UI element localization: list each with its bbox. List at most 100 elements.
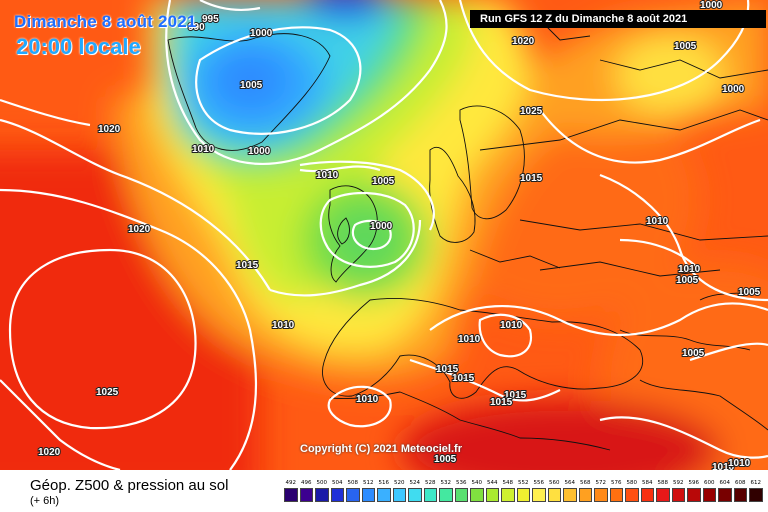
scale-cell: 580: [624, 478, 640, 504]
isobar-label: 1010: [646, 216, 669, 227]
isobar-label: 1010: [316, 170, 339, 181]
scale-swatch: [346, 488, 360, 502]
scale-cell: 552: [516, 478, 532, 504]
isobar-label: 1025: [96, 387, 119, 398]
scale-swatch: [392, 488, 406, 502]
scale-swatch: [284, 488, 298, 502]
scale-cell: 604: [717, 478, 733, 504]
scale-swatch: [408, 488, 422, 502]
copyright: Copyright (C) 2021 Meteociel.fr: [300, 443, 462, 455]
isobar-label: 1005: [434, 454, 457, 465]
scale-cell: 612: [748, 478, 764, 504]
scale-swatch: [563, 488, 577, 502]
scale-swatch: [377, 488, 391, 502]
scale-label: 596: [688, 480, 700, 486]
scale-label: 548: [502, 480, 514, 486]
scale-cell: 540: [469, 478, 485, 504]
isobar-label: 990: [188, 22, 205, 33]
coastlines: [167, 19, 768, 451]
isobar-label: 1000: [700, 0, 723, 11]
parameter-name: Géop. Z500 & pression au sol: [30, 477, 229, 494]
isobars: [0, 0, 768, 470]
isobar-label: 1000: [370, 221, 393, 232]
scale-label: 588: [657, 480, 669, 486]
isobar-label: 1005: [682, 348, 705, 359]
scale-cell: 508: [345, 478, 361, 504]
scale-label: 516: [378, 480, 390, 486]
scale-swatch: [594, 488, 608, 502]
scale-swatch: [423, 488, 437, 502]
run-info: Run GFS 12 Z du Dimanche 8 août 2021: [470, 10, 766, 28]
scale-label: 576: [611, 480, 622, 486]
scale-cell: 596: [686, 478, 702, 504]
scale-label: 608: [735, 480, 746, 486]
isobar-label: 1010: [728, 458, 751, 469]
scale-label: 504: [332, 480, 343, 486]
scale-label: 604: [719, 480, 731, 486]
scale-cell: 556: [531, 478, 547, 504]
legend-footer: Géop. Z500 & pression au sol (+ 6h): [0, 470, 768, 512]
scale-swatch: [625, 488, 639, 502]
isobar-label: 1010: [500, 320, 523, 331]
scale-cell: 520: [392, 478, 408, 504]
scale-label: 612: [750, 480, 762, 486]
scale-label: 536: [456, 480, 467, 486]
scale-label: 496: [301, 480, 312, 486]
scale-label: 560: [549, 480, 560, 486]
scale-swatch: [532, 488, 546, 502]
scale-swatch: [718, 488, 732, 502]
scale-swatch: [315, 488, 329, 502]
scale-cell: 568: [578, 478, 594, 504]
geopotential-field: 990 995 1000 1005 1000 1010 1020 1020 10…: [0, 0, 768, 470]
scale-label: 600: [704, 480, 715, 486]
scale-label: 572: [595, 480, 607, 486]
scale-swatch: [330, 488, 344, 502]
scale-cell: 512: [361, 478, 377, 504]
map-date: Dimanche 8 août 2021: [14, 12, 197, 31]
scale-label: 500: [316, 480, 328, 486]
scale-swatch: [516, 488, 530, 502]
scale-swatch: [578, 488, 592, 502]
scale-cell: 500: [314, 478, 330, 504]
scale-label: 528: [425, 480, 436, 486]
isobar-label: 1000: [248, 146, 271, 157]
scale-label: 544: [487, 480, 498, 486]
scale-swatch: [640, 488, 654, 502]
scale-cell: 548: [500, 478, 516, 504]
map-time: 20:00 locale: [16, 34, 141, 59]
scale-swatch: [361, 488, 375, 502]
forecast-offset: (+ 6h): [30, 495, 60, 507]
isobar-label: 1015: [452, 373, 475, 384]
isobar-labels: 990 995 1000 1005 1000 1010 1020 1020 10…: [37, 0, 762, 470]
isobar-label: 1025: [520, 106, 543, 117]
scale-cell: 524: [407, 478, 423, 504]
scale-label: 568: [580, 480, 591, 486]
scale-swatch: [547, 488, 561, 502]
scale-label: 564: [564, 480, 576, 486]
isobar-label: 1005: [372, 176, 395, 187]
scale-cell: 492: [283, 478, 299, 504]
scale-label: 584: [642, 480, 653, 486]
scale-label: 540: [471, 480, 483, 486]
isobar-label: 1015: [504, 390, 527, 401]
scale-swatch: [485, 488, 499, 502]
isobar-label: 1005: [674, 41, 697, 52]
scale-cell: 536: [454, 478, 470, 504]
scale-label: 520: [394, 480, 405, 486]
scale-swatch: [687, 488, 701, 502]
isobar-label: 1015: [520, 173, 543, 184]
isobar-label: 1010: [356, 394, 379, 405]
scale-label: 592: [673, 480, 684, 486]
scale-label: 532: [440, 480, 452, 486]
scale-cell: 584: [640, 478, 656, 504]
scale-cell: 544: [485, 478, 501, 504]
scale-swatch: [733, 488, 747, 502]
isobar-label: 1020: [512, 36, 535, 47]
scale-cell: 592: [671, 478, 687, 504]
scale-swatch: [671, 488, 685, 502]
isobar-label: 995: [202, 14, 219, 25]
scale-cell: 600: [702, 478, 718, 504]
scale-label: 492: [285, 480, 297, 486]
isobar-label: 1005: [738, 287, 761, 298]
isobar-label: 1005: [676, 275, 699, 286]
